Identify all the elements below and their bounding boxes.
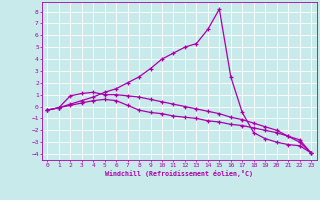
X-axis label: Windchill (Refroidissement éolien,°C): Windchill (Refroidissement éolien,°C) (105, 170, 253, 177)
